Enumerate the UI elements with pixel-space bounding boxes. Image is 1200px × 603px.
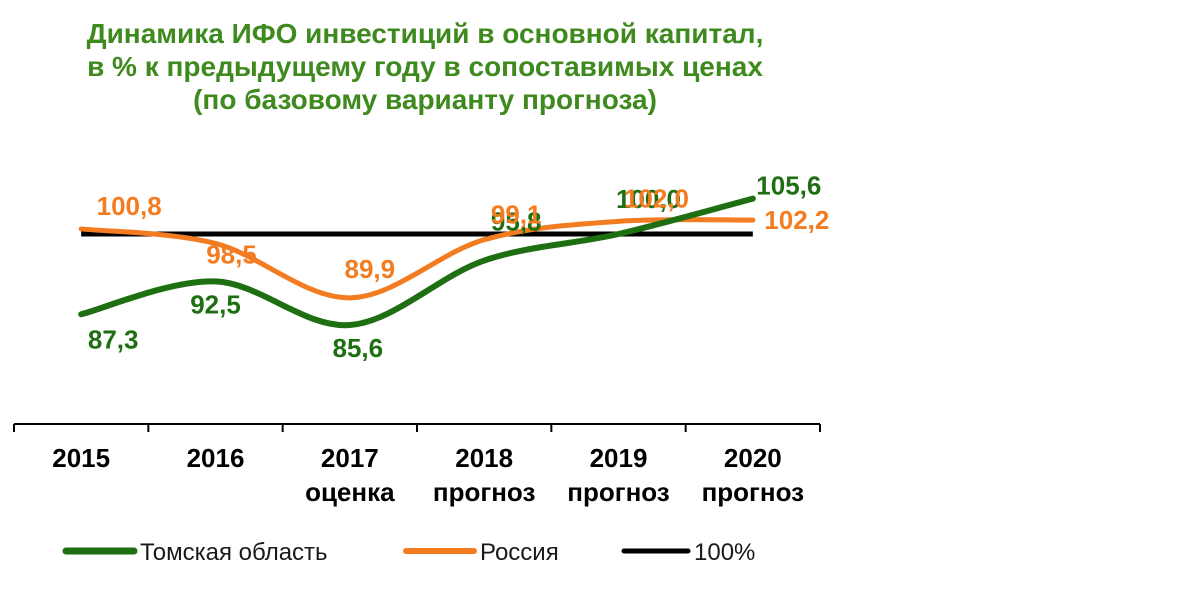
legend: Томская область Россия 100% <box>62 539 755 566</box>
chart-title-line-3: (по базовому варианту прогноза) <box>193 84 657 115</box>
data-label-russia: 102,2 <box>764 205 829 235</box>
legend-label: 100% <box>694 539 755 566</box>
x-tick-label: 2015 <box>52 443 110 473</box>
x-axis: 2015 2016 2017 оценка 2018 прогноз 2019 прогноз… <box>13 423 821 507</box>
data-label-russia: 102,0 <box>624 183 689 213</box>
x-tick-label: 2019 <box>590 443 648 473</box>
x-tick-label: прогноз <box>433 477 536 507</box>
data-label-tomsk: 100,0 <box>616 184 681 214</box>
x-tick-label: 2020 <box>724 443 782 473</box>
data-label-russia: 89,9 <box>345 254 396 284</box>
legend-label: Томская область <box>140 539 328 566</box>
data-label-russia: 100,8 <box>97 191 162 221</box>
series-line-tomsk <box>78 195 756 329</box>
legend-label: Россия <box>480 539 559 566</box>
chart-title-line-1: Динамика ИФО инвестиций в основной капит… <box>87 18 764 49</box>
data-labels: 87,3 92,5 85,6 95,8 100,0 105,6 100,8 98,5 89,9 9… <box>88 171 830 363</box>
data-label-russia: 99,1 <box>491 200 542 230</box>
x-tick-label: 2017 <box>321 443 379 473</box>
chart-title-line-2: в % к предыдущему году в сопоставимых це… <box>87 51 763 82</box>
x-tick-label: прогноз <box>567 477 670 507</box>
data-label-russia: 98,5 <box>206 239 257 269</box>
chart-title: Динамика ИФО инвестиций в основной капит… <box>87 18 764 115</box>
x-tick-label: 2018 <box>455 443 513 473</box>
x-tick-label: 2016 <box>187 443 245 473</box>
x-tick-label: прогноз <box>702 477 805 507</box>
data-label-tomsk: 105,6 <box>756 171 821 201</box>
data-label-tomsk: 85,6 <box>333 333 384 363</box>
series-lines <box>78 195 756 329</box>
data-label-tomsk: 95,8 <box>491 207 542 237</box>
series-line-russia <box>78 217 756 301</box>
data-label-tomsk: 92,5 <box>190 289 241 319</box>
x-tick-label: оценка <box>305 477 395 507</box>
data-label-tomsk: 87,3 <box>88 324 139 354</box>
